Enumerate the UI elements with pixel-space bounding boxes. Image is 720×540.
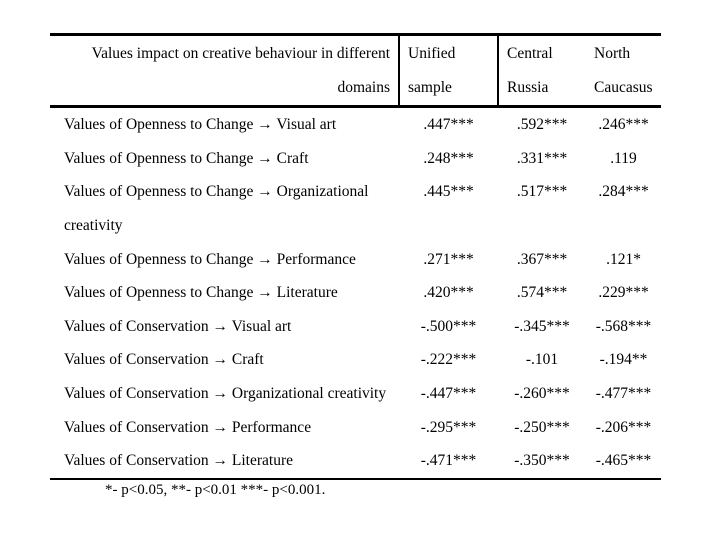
unified-sample-value: .445***: [423, 183, 474, 201]
north-caucasus-value: -.568***: [595, 317, 652, 335]
unified-sample-value: .248***: [423, 149, 474, 167]
row-label: Values of Conservation → Organizational …: [64, 384, 387, 402]
table-row: Values of Conservation → Literature -.47…: [50, 444, 661, 479]
table-header-row: Values impact on creative behaviour in d…: [50, 34, 661, 109]
row-label: Values of Openness to Change → Visual ar…: [64, 116, 337, 134]
north-caucasus-value: .246***: [598, 116, 649, 134]
header-north-caucasus: North Caucasus: [586, 34, 661, 109]
central-russia-value: -.345***: [514, 317, 570, 335]
table-row: Values of Openness to Change → Literatur…: [50, 276, 661, 310]
north-caucasus-value: .229***: [598, 284, 649, 302]
table-row: Values of Openness to Change → Performan…: [50, 243, 661, 277]
unified-sample-value: .420***: [423, 284, 474, 302]
table-row: Values of Openness to Change → Craft .24…: [50, 142, 661, 176]
central-russia-value: -.101: [525, 351, 559, 369]
header-central-russia: Central Russia: [498, 34, 586, 109]
central-russia-value: -.260***: [514, 384, 570, 402]
north-caucasus-value: -.477***: [595, 384, 652, 402]
north-caucasus-value: -.194**: [599, 351, 648, 369]
table-row: Values of Conservation → Performance -.2…: [50, 411, 661, 445]
row-label: Values of Openness to Change → Performan…: [64, 250, 356, 268]
significance-footnote: *- p<0.05, **- p<0.01 ***- p<0.001.: [105, 482, 326, 498]
central-russia-value: .331***: [516, 149, 568, 167]
north-caucasus-value: .284***: [598, 183, 649, 201]
row-label: Values of Conservation → Literature: [64, 452, 293, 470]
header-domains: Values impact on creative behaviour in d…: [50, 34, 399, 109]
unified-sample-value: .447***: [423, 116, 474, 134]
central-russia-value: -.350***: [514, 452, 570, 470]
unified-sample-value: -.295***: [420, 418, 477, 436]
row-label: Values of Conservation → Visual art: [64, 317, 292, 335]
unified-sample-value: .271***: [423, 250, 474, 268]
table-row: Values of Openness to Change → Organizat…: [50, 175, 661, 242]
unified-sample-value: -.222***: [420, 351, 477, 369]
table-row: Values of Conservation → Visual art -.50…: [50, 310, 661, 344]
values-impact-table: Values impact on creative behaviour in d…: [50, 33, 661, 480]
north-caucasus-value: .119: [610, 149, 637, 167]
north-caucasus-value: -.465***: [595, 452, 652, 470]
unified-sample-value: -.447***: [420, 384, 477, 402]
row-label: Values of Conservation → Performance: [64, 418, 312, 436]
central-russia-value: .367***: [516, 250, 568, 268]
central-russia-value: .517***: [516, 183, 568, 201]
north-caucasus-value: .121*: [606, 250, 641, 268]
table-row: Values of Openness to Change → Visual ar…: [50, 107, 661, 142]
central-russia-value: .592***: [516, 116, 568, 134]
table-row: Values of Conservation → Organizational …: [50, 377, 661, 411]
row-label: Values of Conservation → Craft: [64, 351, 264, 369]
row-label: Values of Openness to Change → Literatur…: [64, 284, 338, 302]
table-row: Values of Conservation → Craft -.222*** …: [50, 343, 661, 377]
row-label: Values of Openness to Change → Organizat…: [64, 183, 369, 234]
north-caucasus-value: -.206***: [595, 418, 652, 436]
row-label: Values of Openness to Change → Craft: [64, 149, 309, 167]
header-unified-sample: Unified sample: [398, 34, 499, 109]
central-russia-value: .574***: [516, 284, 568, 302]
unified-sample-value: -.500***: [420, 317, 477, 335]
unified-sample-value: -.471***: [420, 452, 477, 470]
central-russia-value: -.250***: [514, 418, 570, 436]
